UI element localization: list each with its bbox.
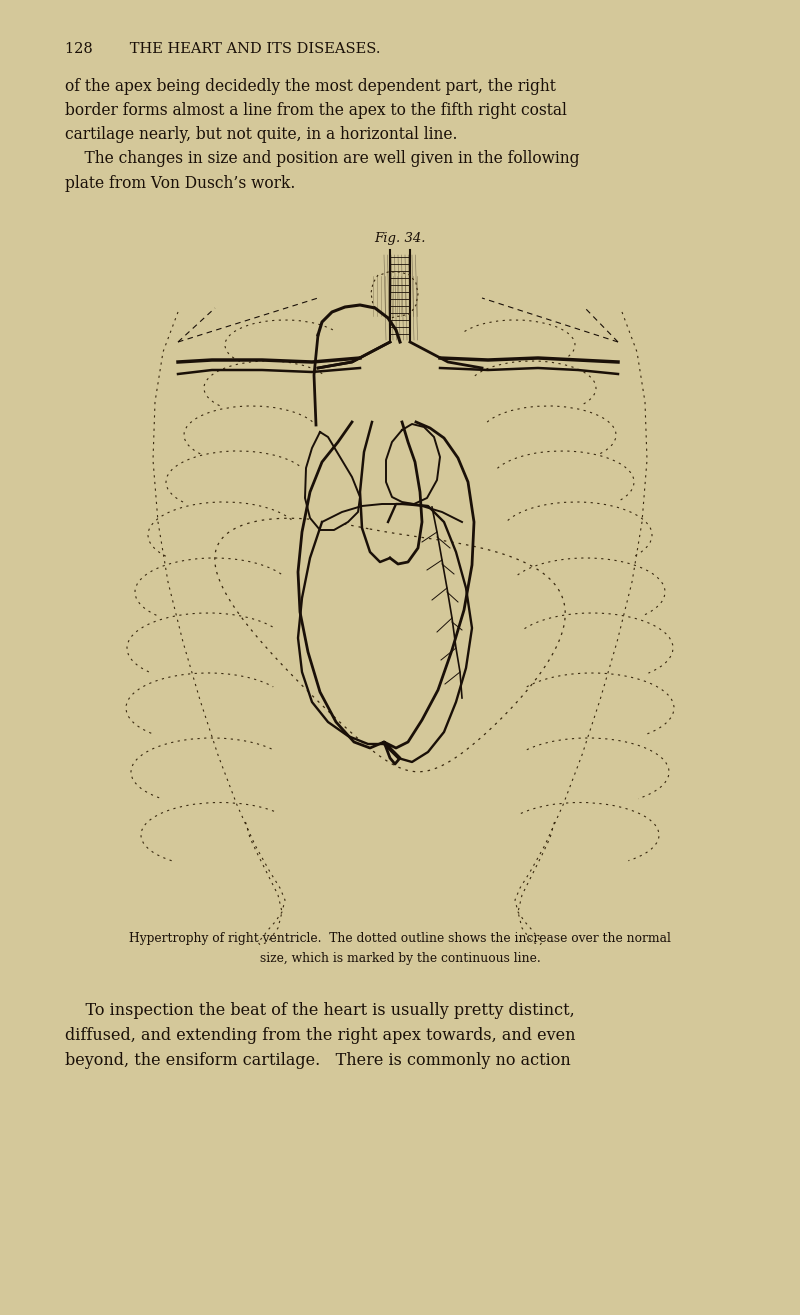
Text: size, which is marked by the continuous line.: size, which is marked by the continuous … xyxy=(260,952,540,965)
Text: of the apex being decidedly the most dependent part, the right
border forms almo: of the apex being decidedly the most dep… xyxy=(65,78,579,192)
Text: 128        THE HEART AND ITS DISEASES.: 128 THE HEART AND ITS DISEASES. xyxy=(65,42,381,57)
Text: To inspection the beat of the heart is usually pretty distinct,
diffused, and ex: To inspection the beat of the heart is u… xyxy=(65,1002,575,1069)
Polygon shape xyxy=(305,433,360,530)
Text: Hypertrophy of right ventricle.  The dotted outline shows the increase over the : Hypertrophy of right ventricle. The dott… xyxy=(129,932,671,945)
Polygon shape xyxy=(386,423,440,504)
Text: Fig. 34.: Fig. 34. xyxy=(374,231,426,245)
